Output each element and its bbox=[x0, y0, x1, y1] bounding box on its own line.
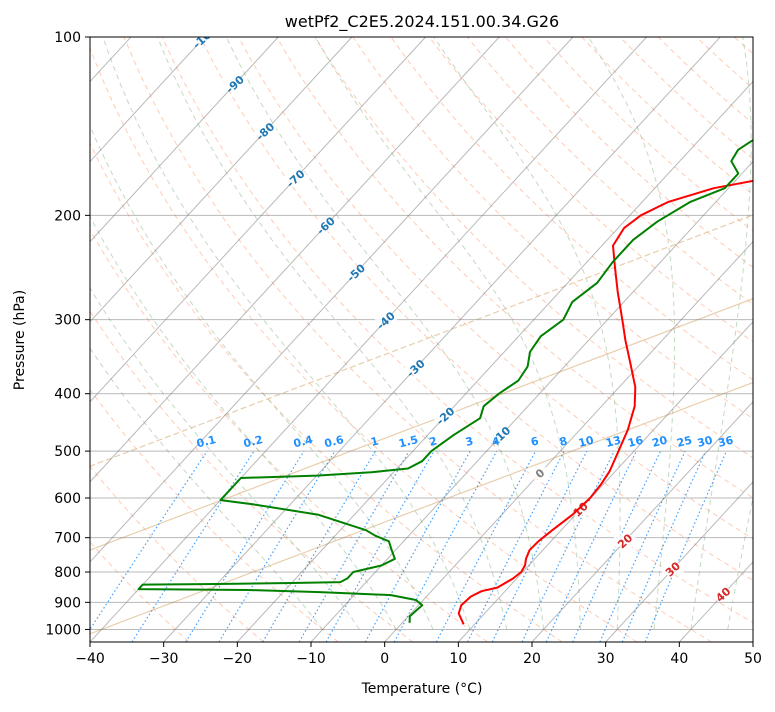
y-tick-label: 900 bbox=[54, 595, 81, 611]
y-tick-label: 300 bbox=[54, 313, 81, 329]
x-tick-label: 50 bbox=[744, 651, 762, 667]
chart-title: wetPf2_C2E5.2024.151.00.34.G26 bbox=[285, 12, 559, 32]
y-tick-label: 500 bbox=[54, 444, 81, 460]
x-tick-label: 0 bbox=[380, 651, 389, 667]
y-axis-label: Pressure (hPa) bbox=[12, 290, 28, 390]
x-tick-label: −10 bbox=[296, 651, 326, 667]
x-tick-label: 40 bbox=[670, 651, 688, 667]
y-tick-label: 1000 bbox=[45, 622, 81, 638]
x-tick-label: 10 bbox=[449, 651, 467, 667]
x-axis-label: Temperature (°C) bbox=[361, 681, 483, 697]
y-tick-label: 100 bbox=[54, 30, 81, 46]
x-tick-label: −30 bbox=[149, 651, 179, 667]
y-tick-label: 400 bbox=[54, 387, 81, 403]
y-tick-label: 600 bbox=[54, 491, 81, 507]
x-tick-label: −20 bbox=[223, 651, 253, 667]
x-tick-label: −40 bbox=[75, 651, 105, 667]
x-tick-label: 20 bbox=[523, 651, 541, 667]
x-tick-label: 30 bbox=[597, 651, 615, 667]
y-tick-label: 200 bbox=[54, 208, 81, 224]
y-tick-label: 700 bbox=[54, 531, 81, 547]
y-tick-label: 800 bbox=[54, 565, 81, 581]
